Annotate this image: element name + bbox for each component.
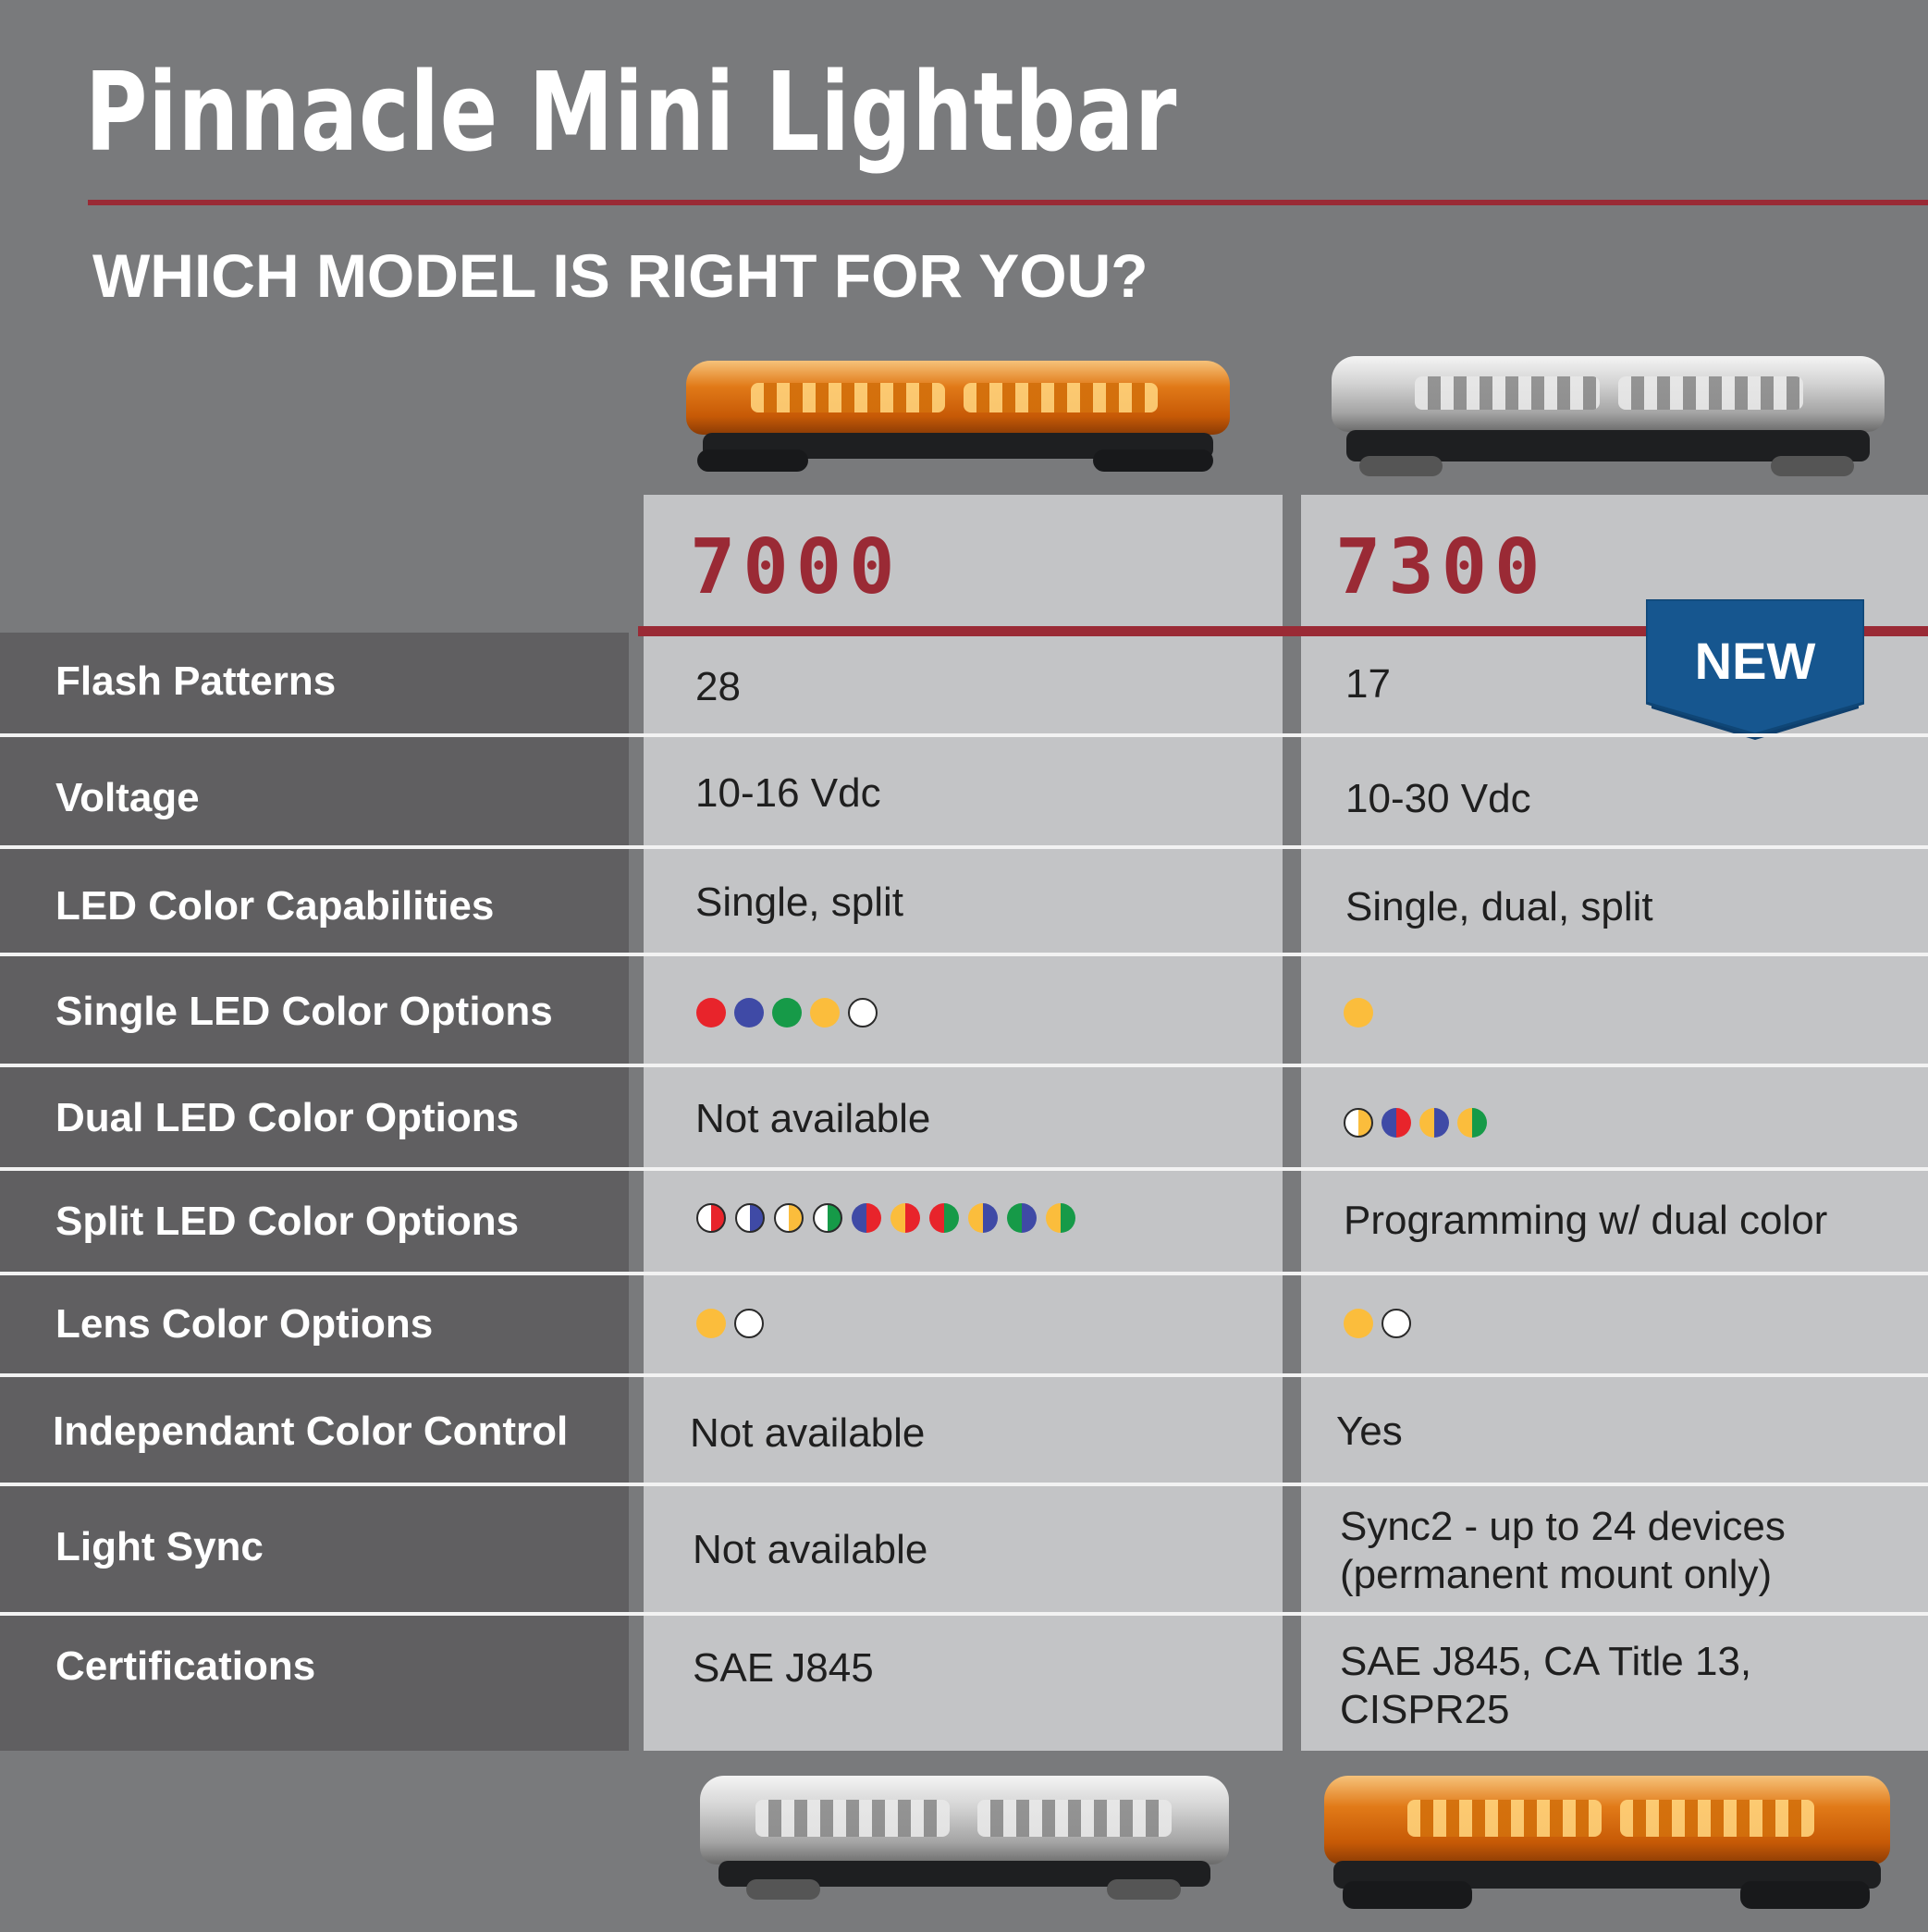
- led-color-dot: [852, 1203, 881, 1233]
- dual-color-dots-7300: [1344, 1108, 1487, 1138]
- row-label-dual-led-color-options: Dual LED Color Options: [55, 1095, 520, 1140]
- row-label-led-color-capabilities: LED Color Capabilities: [55, 883, 495, 929]
- value-7300-flash-patterns: 17: [1345, 661, 1391, 707]
- row-divider: [0, 1167, 1928, 1171]
- row-label-flash-patterns: Flash Patterns: [55, 658, 337, 704]
- row-divider: [0, 1272, 1928, 1275]
- value-7300-light-sync-line1: Sync2 - up to 24 devices: [1340, 1504, 1786, 1549]
- value-7000-flash-patterns: 28: [695, 664, 741, 709]
- lightbar-7300-image: [1332, 356, 1885, 481]
- row-divider: [0, 1064, 1928, 1067]
- lightbar-7300-amber-image: [1324, 1776, 1890, 1914]
- led-color-dot: [1344, 998, 1373, 1028]
- row-label-single-led-color-options: Single LED Color Options: [55, 989, 553, 1034]
- row-label-split-led-color-options: Split LED Color Options: [55, 1199, 520, 1244]
- single-color-dots-7300: [1344, 998, 1373, 1028]
- new-badge-label: NEW: [1694, 632, 1816, 690]
- led-color-dot: [810, 998, 840, 1028]
- lightbar-7000-clear-image: [700, 1776, 1229, 1905]
- led-color-dot: [772, 998, 802, 1028]
- led-color-dot: [848, 998, 878, 1028]
- led-color-dot: [890, 1203, 920, 1233]
- led-color-dot: [735, 1203, 765, 1233]
- model-7000-heading: 7000: [690, 523, 903, 611]
- row-divider: [0, 733, 1928, 737]
- single-color-dots-7000: [696, 998, 878, 1028]
- model-heading-divider: [638, 626, 1928, 636]
- new-badge: NEW: [1644, 597, 1866, 747]
- led-color-dot: [696, 998, 726, 1028]
- value-7000-dual-led-color-options: Not available: [695, 1096, 931, 1141]
- value-7300-led-color-capabilities: Single, dual, split: [1345, 884, 1653, 929]
- page-title: Pinnacle Mini Lightbar: [85, 48, 1178, 176]
- led-color-dot: [813, 1203, 842, 1233]
- value-7000-independant-color-control: Not available: [690, 1410, 926, 1456]
- spec-label-column: [0, 633, 629, 1751]
- led-color-dot: [1382, 1309, 1411, 1338]
- row-divider: [0, 953, 1928, 956]
- value-7300-certifications-line2: CISPR25: [1340, 1687, 1510, 1732]
- led-color-dot: [696, 1203, 726, 1233]
- row-label-voltage: Voltage: [55, 775, 200, 820]
- led-color-dot: [1457, 1108, 1487, 1138]
- led-color-dot: [1344, 1309, 1373, 1338]
- led-color-dot: [696, 1309, 726, 1338]
- value-7000-led-color-capabilities: Single, split: [695, 880, 904, 925]
- lens-color-dots-7300: [1344, 1309, 1411, 1338]
- lightbar-7000-image: [686, 361, 1230, 476]
- led-color-dot: [734, 998, 764, 1028]
- row-label-independant-color-control: Independant Color Control: [53, 1409, 569, 1454]
- row-label-light-sync: Light Sync: [55, 1524, 264, 1569]
- value-7000-light-sync: Not available: [693, 1527, 928, 1572]
- value-7000-voltage: 10-16 Vdc: [695, 770, 881, 816]
- row-divider: [0, 1483, 1928, 1486]
- led-color-dot: [929, 1203, 959, 1233]
- led-color-dot: [1007, 1203, 1037, 1233]
- led-color-dot: [1382, 1108, 1411, 1138]
- split-color-dots-7000: [696, 1203, 1075, 1233]
- model-7000-column: [644, 495, 1283, 1751]
- led-color-dot: [1344, 1108, 1373, 1138]
- value-7300-voltage: 10-30 Vdc: [1345, 776, 1531, 821]
- value-7300-certifications-line1: SAE J845, CA Title 13,: [1340, 1639, 1752, 1684]
- model-7300-heading: 7300: [1335, 523, 1548, 611]
- row-divider: [0, 845, 1928, 849]
- page-subtitle: WHICH MODEL IS RIGHT FOR YOU?: [92, 241, 1148, 310]
- row-divider: [0, 1373, 1928, 1377]
- led-color-dot: [968, 1203, 998, 1233]
- row-divider: [0, 1612, 1928, 1616]
- row-label-certifications: Certifications: [55, 1643, 316, 1689]
- led-color-dot: [734, 1309, 764, 1338]
- row-label-lens-color-options: Lens Color Options: [55, 1301, 434, 1347]
- led-color-dot: [1046, 1203, 1075, 1233]
- led-color-dot: [1419, 1108, 1449, 1138]
- value-7300-independant-color-control: Yes: [1336, 1409, 1403, 1454]
- title-divider: [88, 200, 1928, 205]
- value-7300-light-sync-line2: (permanent mount only): [1340, 1552, 1773, 1597]
- value-7000-certifications: SAE J845: [693, 1645, 874, 1691]
- led-color-dot: [774, 1203, 804, 1233]
- badge-ribbon-icon: [1644, 597, 1866, 740]
- lens-color-dots-7000: [696, 1309, 764, 1338]
- value-7300-split-led-color-options: Programming w/ dual color: [1344, 1198, 1828, 1243]
